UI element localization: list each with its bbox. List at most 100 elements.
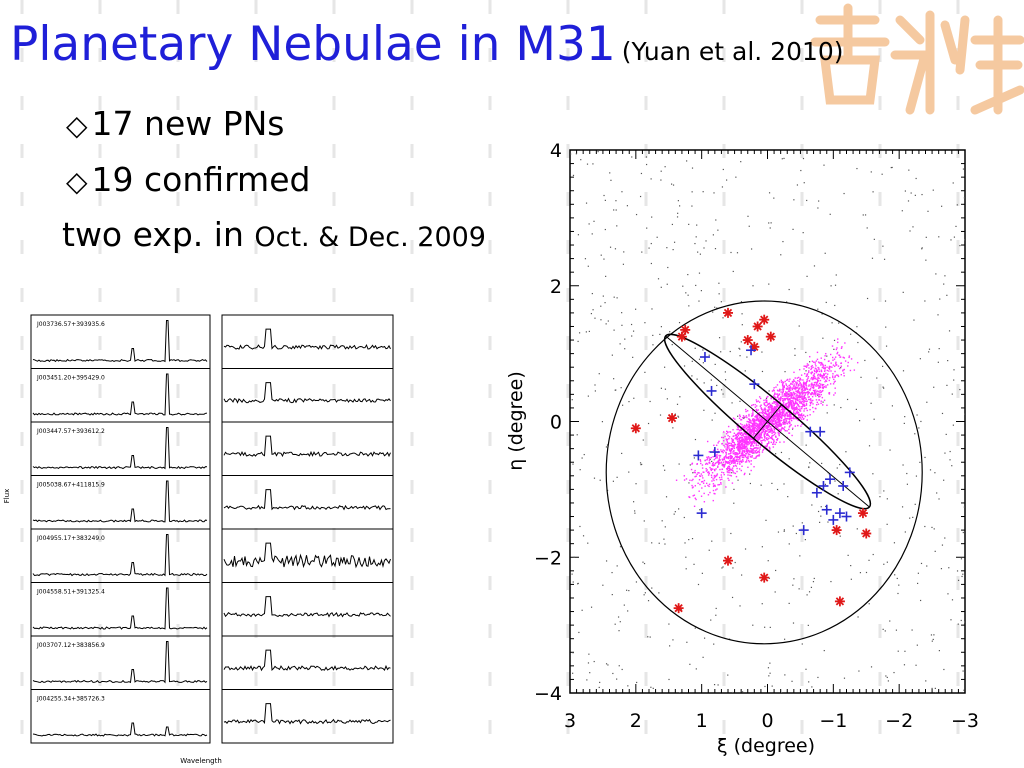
disk-point (817, 384, 819, 387)
spectrum-line (32, 480, 208, 523)
disk-point (735, 433, 737, 436)
disk-point (809, 398, 812, 400)
disk-point (767, 420, 770, 422)
disk-point (824, 355, 826, 357)
disk-point (729, 469, 731, 472)
disk-point (806, 378, 808, 381)
disk-point (742, 425, 745, 428)
disk-point (717, 484, 719, 486)
disk-point (772, 411, 774, 413)
disk-point (750, 420, 752, 422)
disk-point (757, 447, 759, 449)
disk-point (744, 442, 746, 444)
disk-point (779, 416, 782, 419)
disk-point (723, 465, 726, 467)
field-point (950, 239, 952, 241)
disk-point (800, 400, 802, 403)
disk-point (848, 356, 850, 359)
field-point (932, 189, 934, 191)
disk-point (743, 454, 746, 456)
field-point (714, 363, 716, 366)
disk-point (737, 453, 739, 455)
disk-point (733, 432, 736, 434)
disk-point (768, 423, 771, 425)
disk-point (768, 412, 770, 415)
field-point (732, 270, 734, 273)
disk-point (683, 479, 686, 481)
field-point (616, 476, 618, 478)
field-point (788, 393, 790, 395)
disk-point (720, 476, 723, 478)
disk-point (789, 395, 791, 397)
disk-point (788, 432, 790, 434)
disk-point (817, 380, 820, 382)
field-point (806, 275, 808, 277)
disk-point (843, 357, 846, 359)
diamond-bullet-icon: ◇ (66, 109, 88, 142)
disk-point (818, 382, 821, 385)
disk-point (745, 453, 748, 455)
field-point (709, 458, 711, 461)
field-point (894, 574, 896, 576)
disk-point (735, 459, 738, 461)
field-point (843, 192, 845, 195)
disk-point (743, 427, 746, 429)
note-prefix: two exp. in (62, 215, 244, 254)
known-pn-marker (706, 385, 717, 396)
field-point (812, 581, 815, 583)
disk-point (732, 457, 735, 460)
disk-point (748, 419, 751, 422)
disk-point (747, 441, 749, 443)
disk-point (716, 461, 719, 463)
disk-point (812, 406, 814, 409)
disk-point (803, 400, 806, 402)
disk-point (763, 399, 765, 402)
disk-point (796, 390, 799, 392)
disk-point (824, 366, 826, 369)
disk-point (750, 469, 752, 472)
disk-point (763, 433, 766, 435)
disk-point (773, 440, 775, 443)
disk-point (758, 422, 761, 425)
disk-point (768, 442, 770, 444)
disk-point (741, 445, 744, 447)
field-point (783, 157, 785, 160)
disk-point (737, 445, 740, 448)
disk-point (786, 379, 788, 382)
field-point (615, 389, 617, 391)
disk-point (746, 438, 749, 440)
field-point (820, 515, 822, 517)
field-point (901, 210, 903, 212)
disk-point (783, 397, 785, 400)
disk-point (800, 401, 803, 404)
disk-point (693, 505, 696, 508)
field-point (593, 660, 595, 663)
disk-point (743, 424, 746, 426)
disk-point (770, 408, 772, 411)
disk-point (755, 430, 757, 432)
disk-point (766, 404, 769, 406)
disk-point (727, 465, 730, 468)
disk-point (753, 427, 755, 430)
disk-point (827, 373, 829, 375)
field-point (883, 563, 885, 565)
disk-point (794, 403, 797, 405)
disk-point (757, 428, 760, 430)
known-pn-marker (821, 504, 832, 515)
disk-point (736, 436, 738, 438)
disk-point (769, 406, 771, 408)
field-point (650, 262, 652, 265)
disk-point (773, 430, 775, 432)
disk-point (706, 463, 709, 465)
field-point (944, 275, 946, 277)
disk-point (834, 356, 837, 358)
disk-point (788, 380, 790, 382)
field-point (604, 228, 606, 231)
disk-point (717, 465, 719, 467)
disk-point (801, 415, 803, 417)
disk-point (788, 388, 791, 390)
disk-point (764, 420, 767, 423)
field-point (672, 427, 674, 429)
disk-point (773, 402, 775, 404)
field-point (572, 174, 575, 177)
